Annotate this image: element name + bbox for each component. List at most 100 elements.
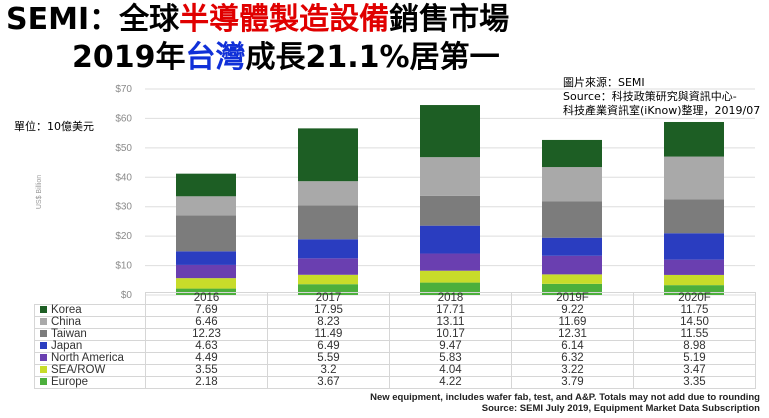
data-label: 4.04 <box>389 364 512 377</box>
y-tick-label: $40 <box>115 172 132 183</box>
table-row: Taiwan 12.23 11.49 10.17 12.31 11.55 <box>34 328 756 341</box>
series-name: Europe <box>51 376 89 388</box>
bar-segment <box>420 270 480 283</box>
table-corner <box>34 292 146 305</box>
y-tick-label: $60 <box>115 113 132 124</box>
bar-segment <box>298 274 358 285</box>
legend-swatch <box>40 342 47 350</box>
data-label: 3.79 <box>511 376 634 389</box>
table-row: Europe 2.18 3.67 4.22 3.79 3.35 <box>34 376 756 389</box>
y-axis-title: US$ Billion <box>36 175 43 209</box>
footnote-definition: New equipment, includes wafer fab, test,… <box>370 392 760 403</box>
bar-segment <box>420 253 480 271</box>
series-name: Korea <box>51 304 82 316</box>
table-row: China 6.46 8.23 13.11 11.69 14.50 <box>34 316 756 329</box>
chart-title-line2: 2019年台灣成長21.1%居第一 <box>72 40 500 75</box>
bar-segment <box>542 167 602 202</box>
table-row: North America 4.49 5.59 5.83 6.32 5.19 <box>34 352 756 365</box>
bar-segment <box>176 215 236 252</box>
data-label: 11.75 <box>633 304 756 317</box>
series-name: China <box>51 316 82 328</box>
bar-segment <box>176 196 236 216</box>
bar-segment <box>298 239 358 259</box>
legend-swatch <box>40 378 47 386</box>
x-tick-label: 2018 <box>389 292 512 305</box>
series-name: SEA/ROW <box>51 364 106 376</box>
data-label: 5.19 <box>633 352 756 365</box>
data-label: 6.14 <box>511 340 634 353</box>
bar-segment <box>298 181 358 206</box>
data-label: 11.55 <box>633 328 756 341</box>
data-label: 11.69 <box>511 316 634 329</box>
data-label: 2.18 <box>145 376 268 389</box>
series-name: North America <box>51 352 124 364</box>
chart-title-line1: SEMI：全球半導體製造設備銷售市場 <box>6 2 510 37</box>
y-tick-label: $30 <box>115 202 132 213</box>
data-label: 4.49 <box>145 352 268 365</box>
source-note-line: Source：科技政策研究與資訊中心- <box>563 90 737 103</box>
legend-swatch <box>40 330 47 338</box>
data-label: 4.22 <box>389 376 512 389</box>
x-tick-label: 2020F <box>633 292 756 305</box>
data-label: 3.22 <box>511 364 634 377</box>
y-tick-label: $70 <box>115 84 132 95</box>
bar-segment <box>664 274 724 286</box>
data-label: 8.23 <box>267 316 390 329</box>
legend-swatch <box>40 318 47 326</box>
data-label: 6.32 <box>511 352 634 365</box>
data-label: 3.67 <box>267 376 390 389</box>
bar-segment <box>420 282 480 295</box>
bar-segment <box>420 225 480 254</box>
unit-label: 單位：10億美元 <box>14 120 94 133</box>
bar-segment <box>176 278 236 289</box>
footnote-source: Source: SEMI July 2019, Equipment Market… <box>481 403 760 414</box>
data-label: 3.35 <box>633 376 756 389</box>
bar-segment <box>420 157 480 196</box>
bar-segment <box>664 121 724 157</box>
legend-entry: Taiwan <box>34 328 146 341</box>
series-name: Japan <box>51 340 83 352</box>
bar-segment <box>298 284 358 295</box>
data-label: 12.23 <box>145 328 268 341</box>
data-label: 11.49 <box>267 328 390 341</box>
data-label: 17.71 <box>389 304 512 317</box>
y-tick-label: $50 <box>115 143 132 154</box>
data-label: 3.47 <box>633 364 756 377</box>
legend-swatch <box>40 306 47 314</box>
legend-entry: SEA/ROW <box>34 364 146 377</box>
y-tick-label: $10 <box>115 261 132 272</box>
bar-segment <box>176 288 236 295</box>
bar-segment <box>420 195 480 226</box>
data-label: 14.50 <box>633 316 756 329</box>
legend-swatch <box>40 366 47 374</box>
data-label: 12.31 <box>511 328 634 341</box>
data-label: 3.2 <box>267 364 390 377</box>
legend-entry: North America <box>34 352 146 365</box>
data-label: 6.49 <box>267 340 390 353</box>
x-tick-label: 2017 <box>267 292 390 305</box>
legend-swatch <box>40 354 47 362</box>
table-row: Japan 4.63 6.49 9.47 6.14 8.98 <box>34 340 756 353</box>
bar-segment <box>664 259 724 275</box>
bar-segment <box>176 251 236 265</box>
bar-segment <box>664 199 724 234</box>
x-tick-label: 2016 <box>145 292 268 305</box>
bar-segment <box>298 258 358 275</box>
data-label: 6.46 <box>145 316 268 329</box>
x-tick-label: 2019F <box>511 292 634 305</box>
bar-segment <box>176 264 236 279</box>
bar-segment <box>176 173 236 197</box>
bar-segment <box>664 233 724 260</box>
legend-entry: Korea <box>34 304 146 317</box>
bar-segment <box>298 205 358 240</box>
bar-segment <box>664 156 724 200</box>
image-source-note: 圖片來源：SEMI Source：科技政策研究與資訊中心- 科技產業資訊室(iK… <box>563 76 760 118</box>
bar-segment <box>542 255 602 275</box>
data-label: 10.17 <box>389 328 512 341</box>
bar-segment <box>664 285 724 295</box>
table-row: SEA/ROW 3.55 3.2 4.04 3.22 3.47 <box>34 364 756 377</box>
data-label: 9.47 <box>389 340 512 353</box>
legend-entry: Europe <box>34 376 146 389</box>
bar-segment <box>542 274 602 284</box>
